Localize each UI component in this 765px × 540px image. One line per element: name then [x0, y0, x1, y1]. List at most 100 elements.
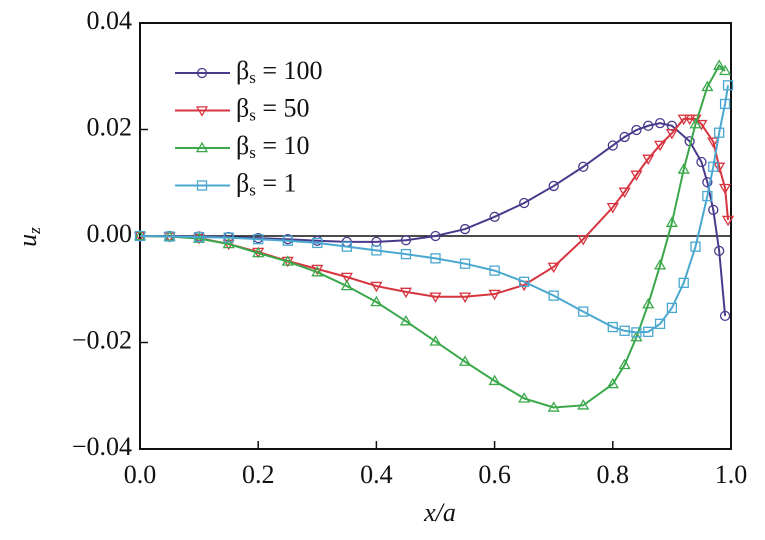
marker — [654, 318, 666, 330]
marker — [547, 401, 560, 412]
marker — [341, 241, 353, 252]
y-tick-label: 0.02 — [87, 112, 133, 141]
marker — [619, 131, 630, 143]
marker — [713, 162, 726, 174]
marker — [252, 246, 265, 258]
marker — [134, 230, 146, 242]
marker — [547, 262, 560, 274]
marker — [665, 216, 678, 227]
marker — [707, 137, 720, 148]
marker — [630, 170, 643, 182]
y-tick-label: 0.04 — [87, 6, 133, 35]
marker — [282, 235, 293, 246]
marker — [519, 197, 530, 209]
marker — [683, 114, 696, 126]
marker — [399, 287, 413, 299]
marker — [701, 80, 714, 92]
legend-label: βs = 1 — [236, 168, 297, 199]
marker — [714, 245, 725, 257]
marker — [719, 64, 732, 76]
marker — [312, 237, 323, 249]
series-line — [139, 117, 730, 298]
marker — [606, 377, 619, 389]
legend-marker — [196, 67, 208, 79]
marker — [311, 265, 324, 277]
marker — [618, 358, 631, 370]
marker — [430, 230, 441, 242]
marker — [690, 241, 701, 252]
marker — [722, 80, 734, 91]
marker — [721, 215, 735, 227]
marker — [677, 163, 690, 174]
marker — [654, 117, 666, 129]
marker — [370, 281, 383, 293]
marker — [666, 302, 678, 314]
x-tick-label: 0.6 — [478, 460, 511, 489]
marker — [548, 180, 559, 192]
marker — [719, 98, 731, 110]
marker — [607, 140, 618, 151]
marker — [519, 276, 530, 287]
marker — [618, 187, 631, 199]
marker — [665, 128, 678, 140]
marker — [631, 124, 642, 136]
marker — [518, 392, 531, 403]
y-tick-label: −0.04 — [72, 432, 132, 461]
marker — [548, 290, 559, 301]
x-tick-label: 0.4 — [360, 460, 393, 489]
series-line — [139, 64, 726, 409]
marker — [430, 253, 441, 264]
marker — [458, 292, 472, 303]
marker — [459, 258, 471, 269]
series-line — [139, 85, 730, 334]
marker — [340, 272, 353, 284]
marker — [696, 156, 707, 168]
marker — [702, 190, 713, 202]
marker — [399, 314, 413, 326]
y-axis-label: uz — [13, 227, 44, 247]
marker — [311, 264, 324, 276]
x-tick-label: 1.0 — [715, 460, 748, 489]
marker — [643, 326, 654, 338]
legend-label: βs = 10 — [236, 131, 310, 162]
series-line — [140, 122, 727, 316]
marker — [488, 374, 501, 386]
x-tick-label: 0.2 — [242, 460, 275, 489]
marker — [489, 211, 500, 222]
x-tick-label: 0.8 — [597, 460, 630, 489]
marker — [654, 259, 667, 270]
marker — [459, 223, 471, 235]
legend-label: βs = 50 — [236, 93, 310, 124]
marker — [340, 279, 353, 291]
marker — [714, 127, 725, 138]
marker — [719, 310, 731, 322]
marker — [606, 202, 619, 214]
marker — [708, 204, 719, 216]
marker — [631, 327, 642, 338]
marker — [677, 114, 690, 126]
marker — [578, 161, 589, 172]
marker — [164, 231, 175, 242]
marker — [488, 289, 501, 301]
marker — [719, 183, 732, 195]
x-tick-label: 0.0 — [124, 460, 157, 489]
legend-marker — [195, 106, 209, 117]
marker — [253, 234, 264, 245]
marker — [223, 232, 234, 243]
marker — [713, 59, 726, 70]
legend-label: βs = 100 — [236, 56, 323, 87]
marker — [642, 154, 655, 166]
marker — [643, 120, 654, 131]
marker — [577, 399, 590, 410]
x-axis-label: x/a — [423, 498, 456, 527]
marker — [429, 292, 442, 303]
marker — [642, 297, 655, 309]
marker — [281, 255, 294, 266]
marker — [678, 277, 689, 289]
marker — [400, 235, 412, 246]
y-tick-label: −0.02 — [72, 325, 132, 354]
marker — [193, 231, 205, 243]
marker — [222, 237, 235, 249]
marker — [371, 245, 382, 256]
